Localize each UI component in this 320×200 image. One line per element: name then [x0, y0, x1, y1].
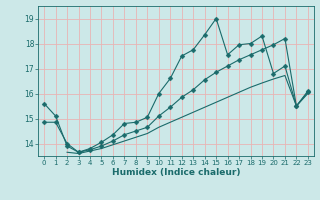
X-axis label: Humidex (Indice chaleur): Humidex (Indice chaleur)	[112, 168, 240, 177]
